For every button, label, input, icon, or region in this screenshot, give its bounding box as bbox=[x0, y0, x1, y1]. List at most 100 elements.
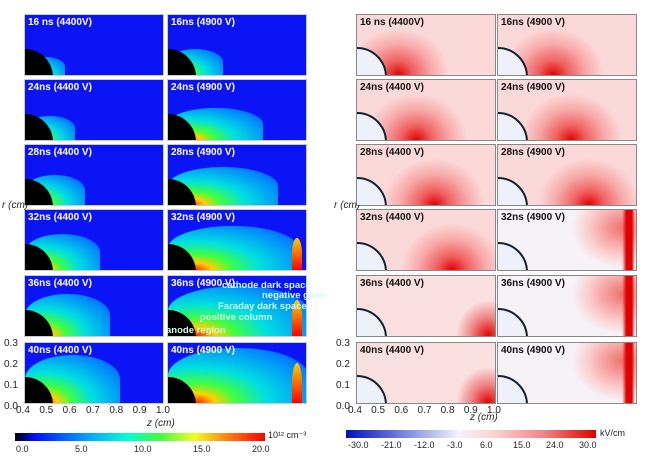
x-tick-label: 0.5 bbox=[371, 405, 386, 416]
y-tick-label: 0.3 bbox=[4, 338, 18, 349]
y-tick-label: 0.3 bbox=[336, 338, 350, 349]
region-annotation: anode region bbox=[166, 325, 226, 336]
panel-label: 36ns (4900 V) bbox=[171, 278, 235, 289]
panel-label: 32ns (4400 V) bbox=[28, 212, 92, 223]
panel-label: 40ns (4900 V) bbox=[171, 345, 235, 356]
colorbar-tick: -12.0 bbox=[414, 440, 435, 450]
x-tick-label: 0.9 bbox=[463, 405, 478, 416]
density-panel: 16ns (4900 V) bbox=[167, 14, 307, 76]
colorbar-tick: -3.0 bbox=[447, 440, 463, 450]
x-tick-label: 0.5 bbox=[39, 405, 54, 416]
colorbar-tick: 20.0 bbox=[252, 444, 270, 454]
x-tick-label: 0.4 bbox=[16, 405, 30, 416]
colorbar-tick: 5.0 bbox=[75, 444, 88, 454]
field-panel: 40ns (4400 V) bbox=[356, 342, 496, 404]
electrode bbox=[498, 112, 528, 140]
field-panel: 24ns (4900 V) bbox=[497, 79, 637, 141]
panel-label: 24ns (4400 V) bbox=[28, 82, 92, 93]
region-annotation: Faraday dark space bbox=[218, 301, 307, 312]
right-xlabel: z (cm) bbox=[470, 412, 498, 423]
density-panel: 40ns (4400 V) bbox=[24, 342, 164, 404]
y-tick-label: 0.0 bbox=[336, 401, 350, 412]
colorbar-tick: 24.0 bbox=[546, 440, 564, 450]
electrode bbox=[357, 47, 387, 75]
panel-label: 28ns (4900 V) bbox=[171, 147, 235, 158]
field-panel: 32ns (4900 V) bbox=[497, 209, 637, 271]
electrode bbox=[498, 375, 528, 403]
density-colorbar bbox=[15, 433, 265, 441]
colorbar-tick: 6.0 bbox=[480, 440, 493, 450]
density-panel: 24ns (4400 V) bbox=[24, 79, 164, 141]
field-colorbar bbox=[346, 430, 596, 438]
density-panel: 28ns (4400 V) bbox=[24, 144, 164, 206]
electrode bbox=[498, 177, 528, 205]
panel-label: 40ns (4400 V) bbox=[360, 345, 424, 356]
colorbar-tick: 10.0 bbox=[134, 444, 152, 454]
panel-label: 24ns (4900 V) bbox=[171, 82, 235, 93]
electrode bbox=[357, 308, 387, 336]
panel-label: 28ns (4400 V) bbox=[28, 147, 92, 158]
x-tick-label: 1.0 bbox=[156, 405, 170, 416]
field-unit: kV/cm bbox=[600, 428, 626, 438]
density-panel: 36ns (4400 V) bbox=[24, 275, 164, 337]
y-tick-label: 0.1 bbox=[4, 380, 18, 391]
panel-label: 28ns (4900 V) bbox=[501, 147, 565, 158]
electrode bbox=[357, 242, 387, 270]
right-ylabel: r (cm) bbox=[334, 200, 361, 211]
cathode-glow bbox=[292, 363, 302, 403]
panel-label: 36ns (4400 V) bbox=[360, 278, 424, 289]
colorbar-tick: 15.0 bbox=[513, 440, 531, 450]
density-panel: 28ns (4900 V) bbox=[167, 144, 307, 206]
density-unit: 10¹² cm⁻³ bbox=[268, 430, 307, 440]
panel-label: 32ns (4400 V) bbox=[360, 212, 424, 223]
y-tick-label: 0.2 bbox=[4, 359, 18, 370]
y-tick-label: 0.1 bbox=[336, 380, 350, 391]
density-panel: 32ns (4400 V) bbox=[24, 209, 164, 271]
colorbar-tick: -21.0 bbox=[381, 440, 402, 450]
panel-label: 32ns (4900 V) bbox=[501, 212, 565, 223]
panel-label: 24ns (4400 V) bbox=[360, 82, 424, 93]
x-tick-label: 0.7 bbox=[417, 405, 432, 416]
panel-label: 16 ns (4400V) bbox=[360, 17, 424, 28]
field-panel: 16 ns (4400V) bbox=[356, 14, 496, 76]
density-panel: 16 ns (4400V) bbox=[24, 14, 164, 76]
field-panel: 36ns (4400 V) bbox=[356, 275, 496, 337]
colorbar-tick: -30.0 bbox=[348, 440, 369, 450]
electrode bbox=[498, 47, 528, 75]
y-tick-label: 0.0 bbox=[4, 401, 18, 412]
field-panel: 40ns (4900 V) bbox=[497, 342, 637, 404]
electrode bbox=[357, 375, 387, 403]
panel-label: 28ns (4400 V) bbox=[360, 147, 424, 158]
x-tick-label: 0.9 bbox=[132, 405, 147, 416]
electrode bbox=[357, 112, 387, 140]
field-panel: 28ns (4400 V) bbox=[356, 144, 496, 206]
density-panel: 24ns (4900 V) bbox=[167, 79, 307, 141]
field-panel: 32ns (4400 V) bbox=[356, 209, 496, 271]
x-tick-label: 0.6 bbox=[62, 405, 77, 416]
panel-label: 16 ns (4400V) bbox=[28, 17, 92, 28]
colorbar-tick: 0.0 bbox=[16, 444, 29, 454]
density-panel: 36ns (4900 V) bbox=[167, 275, 307, 337]
cathode-glow bbox=[292, 300, 302, 336]
x-tick-label: 1.0 bbox=[487, 405, 501, 416]
density-panel: 40ns (4900 V) bbox=[167, 342, 307, 404]
panel-label: 40ns (4400 V) bbox=[28, 345, 92, 356]
panel-label: 36ns (4900 V) bbox=[501, 278, 565, 289]
x-tick-label: 0.8 bbox=[440, 405, 455, 416]
region-annotation: positive column bbox=[200, 312, 273, 323]
electrode bbox=[25, 49, 53, 75]
electrode bbox=[498, 308, 528, 336]
x-tick-label: 0.8 bbox=[109, 405, 124, 416]
x-tick-label: 0.7 bbox=[86, 405, 100, 416]
electrode bbox=[357, 177, 387, 205]
left-ylabel: r (cm) bbox=[2, 200, 29, 211]
left-xlabel: z (cm) bbox=[147, 418, 175, 429]
field-panel: 28ns (4900 V) bbox=[497, 144, 637, 206]
region-annotation: negative glow bbox=[262, 290, 325, 301]
x-tick-label: 0.4 bbox=[348, 405, 362, 416]
panel-label: 32ns (4900 V) bbox=[171, 212, 235, 223]
field-panel: 16ns (4900 V) bbox=[497, 14, 637, 76]
colorbar-tick: 15.0 bbox=[193, 444, 211, 454]
density-panel: 32ns (4900 V) bbox=[167, 209, 307, 271]
panel-label: 40ns (4900 V) bbox=[501, 345, 565, 356]
